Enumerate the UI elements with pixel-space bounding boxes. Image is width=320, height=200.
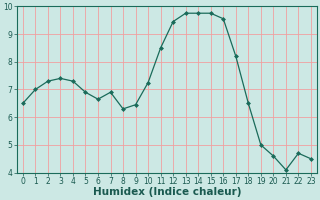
X-axis label: Humidex (Indice chaleur): Humidex (Indice chaleur) — [93, 187, 241, 197]
